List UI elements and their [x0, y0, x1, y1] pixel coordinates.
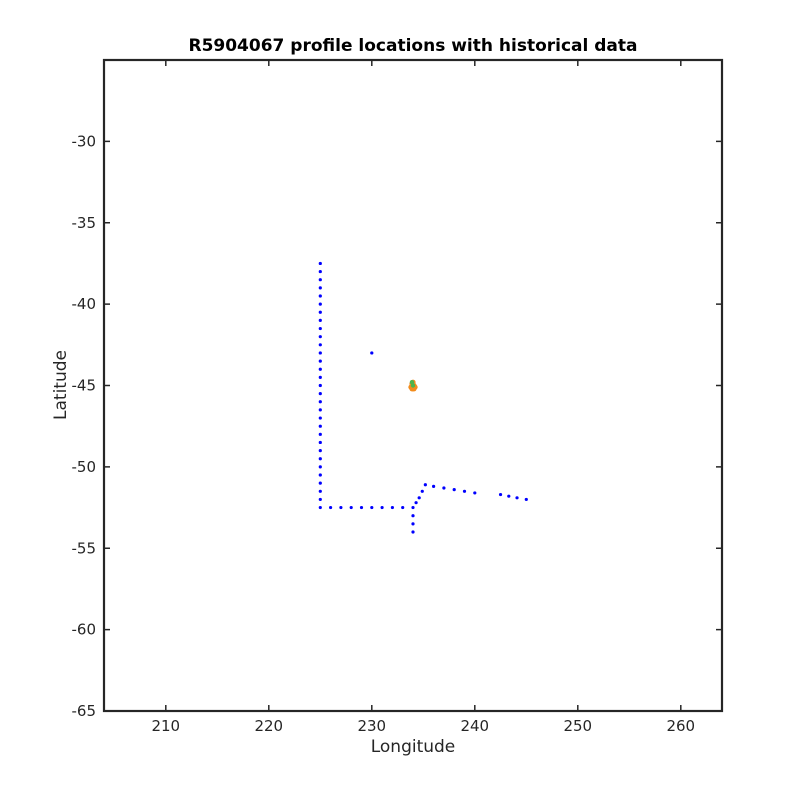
- data-point: [442, 486, 446, 490]
- data-point: [349, 505, 353, 510]
- data-point: [524, 497, 528, 502]
- data-point: [318, 408, 322, 412]
- data-point: [370, 505, 374, 510]
- data-point: [318, 359, 322, 363]
- y-tick-label: -40: [72, 295, 97, 313]
- data-point: [318, 335, 322, 339]
- plot-frame: [102, 58, 724, 713]
- data-point: [318, 261, 322, 266]
- data-point: [411, 522, 415, 526]
- data-point: [417, 496, 421, 500]
- data-point: [515, 496, 519, 500]
- data-point: [318, 310, 322, 314]
- data-point: [318, 416, 322, 420]
- data-point: [370, 351, 374, 355]
- x-tick-label: 250: [563, 717, 592, 735]
- data-point: [318, 302, 322, 306]
- data-point: [414, 501, 418, 505]
- data-point: [318, 286, 322, 290]
- x-axis-title: Longitude: [371, 737, 456, 757]
- data-point: [318, 375, 322, 379]
- y-tick-label: -50: [72, 458, 97, 476]
- data-point: [318, 457, 322, 461]
- data-point: [318, 440, 322, 445]
- data-point: [318, 424, 322, 428]
- data-point: [318, 465, 322, 469]
- data-point: [318, 449, 322, 453]
- data-point: [473, 491, 477, 495]
- data-point: [318, 351, 322, 355]
- y-axis-title: Latitude: [51, 350, 71, 420]
- data-points: [318, 261, 528, 534]
- data-point: [420, 489, 424, 493]
- data-point: [432, 484, 436, 489]
- data-point: [318, 326, 322, 331]
- data-point: [318, 505, 322, 510]
- data-point: [359, 505, 364, 510]
- x-tick-label: 220: [254, 717, 283, 735]
- x-tick-label: 230: [357, 717, 386, 735]
- data-point: [318, 392, 322, 396]
- chart-title: R5904067 profile locations with historic…: [188, 36, 637, 56]
- y-tick-label: -30: [72, 132, 97, 150]
- data-point: [329, 505, 333, 510]
- y-axis-ticks: -65 -60 -55 -50 -45 -40 -35 -30: [72, 132, 722, 720]
- x-tick-label: 240: [460, 717, 489, 735]
- data-point: [318, 432, 322, 436]
- data-point: [318, 383, 322, 388]
- data-point: [318, 497, 322, 502]
- x-axis-ticks: 210 220 230 240 250 260: [151, 60, 695, 735]
- y-tick-label: -35: [72, 214, 97, 232]
- y-tick-label: -60: [72, 621, 97, 639]
- y-tick-label: -65: [72, 702, 97, 720]
- data-point: [318, 278, 322, 282]
- data-point: [318, 367, 322, 371]
- x-tick-label: 260: [666, 717, 695, 735]
- data-point: [380, 505, 384, 510]
- x-tick-label: 210: [151, 717, 180, 735]
- data-point: [390, 505, 394, 510]
- data-point: [318, 481, 322, 485]
- data-point: [411, 530, 415, 534]
- y-tick-label: -55: [72, 539, 97, 557]
- data-point: [318, 400, 322, 404]
- data-point: [339, 505, 343, 510]
- data-point: [318, 294, 322, 298]
- data-point: [507, 494, 511, 498]
- data-point: [423, 483, 427, 487]
- data-point: [318, 343, 322, 347]
- data-point: [452, 488, 456, 492]
- data-point: [401, 505, 405, 510]
- data-point: [318, 489, 322, 493]
- data-point: [318, 318, 322, 322]
- y-tick-label: -45: [72, 377, 97, 395]
- data-point: [411, 505, 415, 510]
- data-point: [498, 492, 503, 497]
- data-point: [411, 514, 415, 518]
- data-point: [462, 489, 467, 493]
- data-point: [409, 380, 415, 385]
- data-point: [318, 473, 322, 477]
- data-point: [318, 269, 322, 274]
